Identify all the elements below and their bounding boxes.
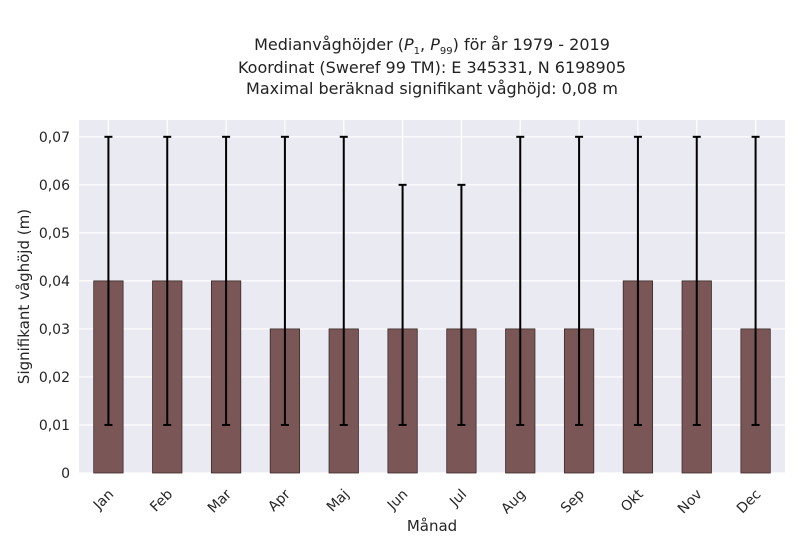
chart-subtitle-coordinates: Koordinat (Sweref 99 TM): E 345331, N 61… <box>237 58 627 77</box>
title-p1-subscript: 1 <box>413 46 421 58</box>
y-tick-label: 0,06 <box>39 178 70 194</box>
x-tick-label: Jan <box>90 487 117 514</box>
y-axis-label: Signifikant våghöjd (m) <box>15 209 33 384</box>
x-tick-label: Okt <box>618 486 647 515</box>
y-tick-label: 0,04 <box>39 274 70 290</box>
y-tick-label: 0,02 <box>39 370 70 386</box>
x-tick-label: Sep <box>558 486 588 516</box>
y-tick-label: 0,05 <box>39 226 70 242</box>
x-tick-label: Jun <box>384 487 411 514</box>
title-suffix: ) för år 1979 - 2019 <box>452 35 610 54</box>
chart-subtitle-max-height: Maximal beräknad signifikant våghöjd: 0,… <box>246 79 618 98</box>
x-tick-label: Apr <box>265 486 294 515</box>
y-tick-label: 0 <box>61 466 70 482</box>
x-tick-label: Maj <box>324 487 353 516</box>
x-tick-label: Dec <box>734 487 764 517</box>
title-p99-subscript: 99 <box>439 46 453 58</box>
title-separator: , <box>420 35 431 54</box>
x-tick-label: Jul <box>446 487 470 511</box>
y-tick-label: 0,07 <box>39 130 70 146</box>
title-p99-symbol: P <box>430 35 440 54</box>
y-tick-label: 0,03 <box>39 322 70 338</box>
x-tick-label: Feb <box>147 486 176 515</box>
x-tick-label: Aug <box>498 487 529 518</box>
title-p1-symbol: P <box>404 35 414 54</box>
x-tick-label: Nov <box>675 487 706 518</box>
title-prefix: Medianvåghöjder ( <box>254 35 405 54</box>
plot-area <box>79 120 785 473</box>
x-tick-label: Mar <box>205 486 235 516</box>
chart-title: Medianvåghöjder (P1, P99) för år 1979 - … <box>80 35 784 57</box>
y-tick-label: 0,01 <box>39 418 70 434</box>
x-axis-label: Månad <box>407 517 457 535</box>
